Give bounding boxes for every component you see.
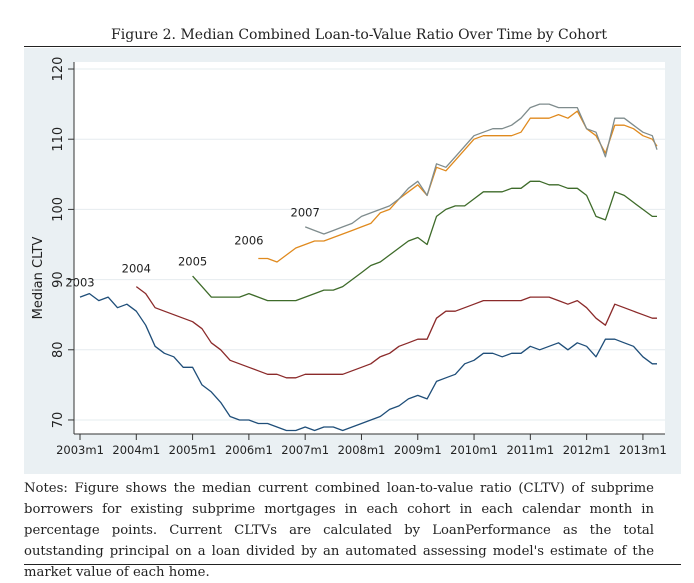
y-axis-label: Median CLTV xyxy=(31,237,46,320)
series-label-2004: 2004 xyxy=(122,262,151,276)
axes: 70 80 90 100 110 120 2003m1 2004m1 2005m1 2006m1 2… xyxy=(51,57,667,457)
plot-area xyxy=(74,62,665,434)
y-tick-label: 90 xyxy=(51,271,66,288)
x-tick-label: 2008m1 xyxy=(338,443,386,457)
notes-rule xyxy=(24,564,681,565)
x-tick-label: 2003m1 xyxy=(56,443,104,457)
x-tick-label: 2004m1 xyxy=(112,443,160,457)
series-label-2003: 2003 xyxy=(65,276,94,290)
series-line-2004 xyxy=(135,286,657,379)
x-tick-label: 2012m1 xyxy=(563,443,611,457)
y-tick-label: 110 xyxy=(51,127,66,152)
title-rule xyxy=(24,46,681,47)
gridlines xyxy=(74,68,665,421)
figure-title: Figure 2. Median Combined Loan-to-Value … xyxy=(111,27,607,43)
series-label-2005: 2005 xyxy=(178,255,207,269)
series-label-2007: 2007 xyxy=(291,205,320,219)
x-tick-label: 2009m1 xyxy=(394,443,442,457)
y-tick-label: 70 xyxy=(51,412,66,429)
series-lines xyxy=(79,103,658,432)
y-tick-label: 80 xyxy=(51,342,66,359)
x-tick-label: 2005m1 xyxy=(169,443,217,457)
figure-notes: Notes: Figure shows the median current c… xyxy=(24,481,654,580)
x-tick-label: 2013m1 xyxy=(619,443,667,457)
y-tick-label: 100 xyxy=(51,197,66,222)
series-label-2006: 2006 xyxy=(234,233,263,247)
series-annotations: 2003 2004 2005 2006 2007 xyxy=(65,205,319,289)
x-tick-label: 2011m1 xyxy=(506,443,554,457)
series-line-2003 xyxy=(79,292,657,432)
cltv-line-chart: 70 80 90 100 110 120 2003m1 2004m1 2005m1 2006m1 2… xyxy=(24,48,681,474)
series-line-2006 xyxy=(258,110,658,263)
x-tick-label: 2006m1 xyxy=(225,443,273,457)
series-line-2005 xyxy=(192,180,657,302)
y-tick-label: 120 xyxy=(51,57,66,82)
chart-panel: 70 80 90 100 110 120 2003m1 2004m1 2005m1 2006m1 2… xyxy=(24,48,681,474)
x-tick-label: 2007m1 xyxy=(281,443,329,457)
series-line-2007 xyxy=(304,103,658,235)
x-tick-label: 2010m1 xyxy=(450,443,498,457)
